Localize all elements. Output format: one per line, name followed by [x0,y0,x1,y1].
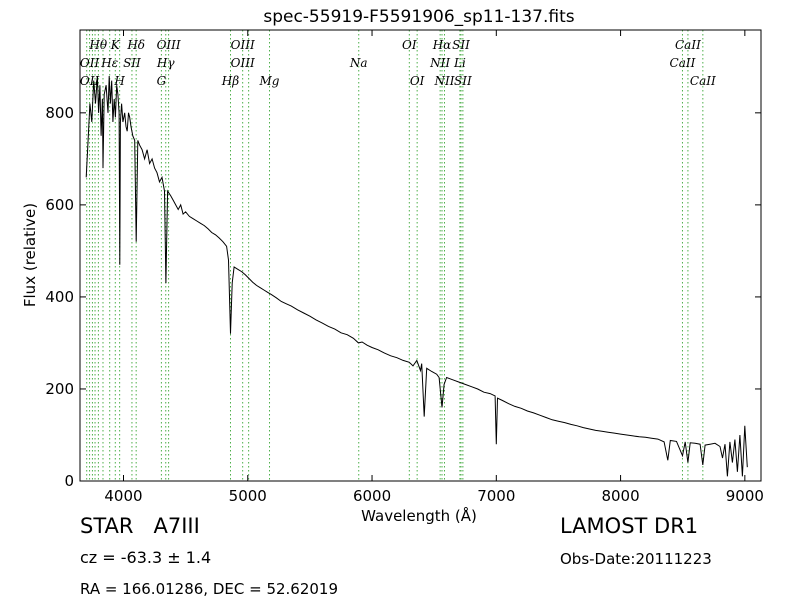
line-annotation-label: OI [402,38,417,52]
survey-name: LAMOST DR1 [560,514,699,538]
y-tick-label: 800 [45,104,74,122]
line-annotation-label: SII [454,74,472,88]
line-annotation-label: Hγ [156,56,175,70]
emission-line-markers [86,30,704,481]
redshift-value: cz = -63.3 ± 1.4 [80,548,212,567]
line-annotation-label: OIII [231,56,255,70]
x-tick-label: 6000 [353,487,391,505]
line-annotation-label: H [113,74,125,88]
coordinates: RA = 166.01286, DEC = 52.62019 [80,580,339,598]
line-annotation-label: NII [429,56,450,70]
x-axis-ticks: 4000 5000 6000 7000 8000 9000 [104,30,764,505]
line-annotation-label: OII [80,74,100,88]
chart-title: spec-55919-F5591906_sp11-137.fits [263,7,574,27]
y-tick-label: 0 [64,472,74,490]
line-annotation-label: Hε [100,56,118,70]
x-axis-label: Wavelength (Å) [361,506,477,525]
line-annotation-label: K [110,38,121,52]
line-annotation-label: Li [453,56,466,70]
y-tick-label: 400 [45,288,74,306]
x-tick-label: 7000 [477,487,515,505]
line-annotation-label: CaII [690,74,716,88]
line-annotation-label: Hα [432,38,452,52]
object-class: STAR A7III [80,514,200,538]
x-tick-label: 4000 [104,487,142,505]
line-annotation-label: CaII [670,56,696,70]
y-axis-label: Flux (relative) [21,203,39,307]
line-annotation-label: Na [349,56,368,70]
x-tick-label: 8000 [601,487,639,505]
line-annotation-label: OII [80,56,100,70]
line-annotation-label: Mg [259,74,280,88]
line-annotation-label: G [157,74,167,88]
line-annotation-label: OIII [231,38,255,52]
line-annotation-label: OI [410,74,425,88]
line-annotation-label: SII [452,38,470,52]
x-tick-label: 9000 [726,487,764,505]
line-annotation-label: SII [123,56,141,70]
plot-frame [79,29,762,482]
line-annotation-label: Hβ [221,74,239,88]
line-annotation-label: CaII [675,38,701,52]
x-tick-label: 5000 [229,487,267,505]
spectrum-line [85,75,748,477]
line-annotation-label: Hθ [88,38,107,52]
y-axis-ticks: 0 200 400 600 800 [45,104,761,490]
y-tick-label: 200 [45,380,74,398]
observation-date: Obs-Date:20111223 [560,550,712,568]
y-tick-label: 600 [45,196,74,214]
line-annotation-label: NII [433,74,454,88]
line-annotation-label: Hδ [126,38,145,52]
line-annotation-label: OIII [157,38,181,52]
